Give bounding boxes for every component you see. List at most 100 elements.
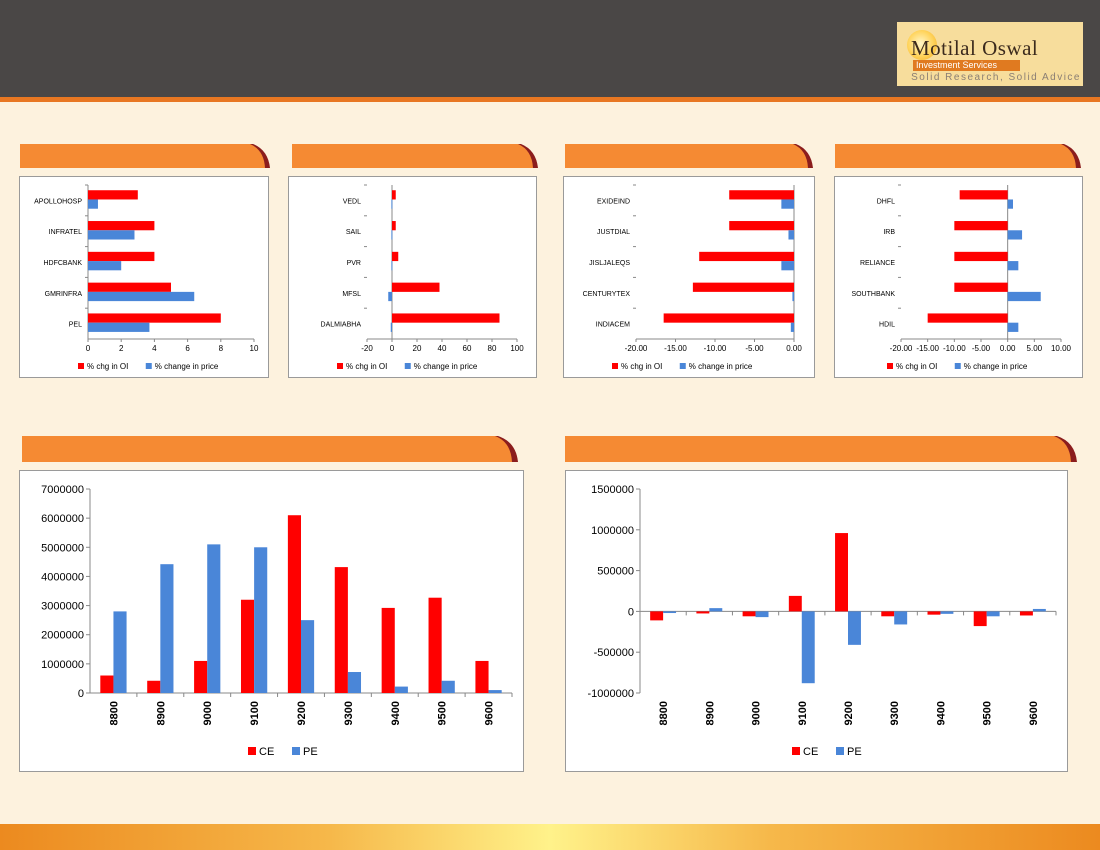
x-tick-label: 10.00 <box>1051 344 1072 353</box>
legend-label: CE <box>259 746 274 758</box>
bar-price-change <box>1007 261 1019 271</box>
category-label: HDFCBANK <box>43 260 82 267</box>
bar-ce <box>194 660 208 693</box>
chart-panel-short-cover: -20 0 20 40 60 80 100 VEDL SAIL PVR MFSL DALMIABHA%… <box>288 176 537 378</box>
bar-oi-change <box>392 221 396 231</box>
strike-label: 8900 <box>155 701 167 725</box>
bar-price-change <box>88 322 150 332</box>
category-label: DALMIABHA <box>321 322 362 329</box>
x-tick-label: 100 <box>510 344 524 353</box>
footer-bar <box>0 824 1100 850</box>
chart-panel-oi-long: 0 2 4 6 8 10 APOLLOHOSP INFRATEL HDFCBANK GMRINFR… <box>19 176 269 378</box>
bar-pe <box>894 611 908 625</box>
bar-oi-change <box>729 190 794 200</box>
bar-ce <box>1019 611 1033 616</box>
bar-pe <box>488 690 502 693</box>
strike-label: 9100 <box>797 701 809 725</box>
category-label: PEL <box>69 322 82 329</box>
y-tick-label: -500000 <box>594 647 634 659</box>
x-tick-label: -5.00 <box>972 344 991 353</box>
brand-logo: Motilal Oswal Investment Services <box>897 22 1083 86</box>
legend-label: % change in price <box>964 362 1028 371</box>
chart-short-cover: -20 0 20 40 60 80 100 VEDL SAIL PVR MFSL DALMIABHA%… <box>321 184 524 371</box>
strike-label: 9300 <box>343 701 355 725</box>
bar-ce <box>650 611 664 621</box>
strike-label: 9600 <box>1028 701 1040 725</box>
category-label: JISLJALEQS <box>589 260 630 267</box>
strike-label: 9500 <box>437 701 449 725</box>
tab-header-6 <box>565 436 1077 462</box>
tab-header-5 <box>22 436 518 462</box>
x-tick-label: 10 <box>250 344 259 353</box>
legend-swatch <box>248 747 256 755</box>
bar-oi-change <box>392 313 500 323</box>
bar-ce <box>788 595 802 612</box>
bar-ce <box>973 611 987 627</box>
bar-pe <box>113 611 127 693</box>
bar-oi-change <box>88 282 171 292</box>
chart-panel-long-unwind: -20.00 -15.00 -10.00 -5.00 0.00 EXIDEIND JUSTD… <box>563 176 815 378</box>
tab-header-3 <box>565 144 813 168</box>
category-label: INFRATEL <box>49 229 82 236</box>
bar-ce <box>696 611 710 614</box>
bar-oi-change <box>88 190 138 200</box>
x-tick-label: 0 <box>86 344 91 353</box>
brand-tagline: Solid Research, Solid Advice <box>911 72 1081 83</box>
category-label: APOLLOHOSP <box>34 198 82 205</box>
bar-price-change <box>1007 199 1013 209</box>
x-tick-label: 20 <box>413 344 422 353</box>
x-tick-label: -10.00 <box>943 344 966 353</box>
chart-long-unwind: -20.00 -15.00 -10.00 -5.00 0.00 EXIDEIND JUSTD… <box>583 184 802 371</box>
tab-header-4 <box>835 144 1081 168</box>
bar-pe <box>207 544 221 693</box>
legend-label: % change in price <box>414 362 478 371</box>
legend-swatch <box>78 363 84 369</box>
bar-oi-change <box>959 190 1008 200</box>
category-label: SOUTHBANK <box>851 291 895 298</box>
x-tick-label: 0.00 <box>786 344 802 353</box>
bar-ce <box>287 515 301 693</box>
tab-header-2 <box>292 144 538 168</box>
chart-panel-oi-distribution: 0 1000000 2000000 3000000 4000000 5000000 6000… <box>19 470 524 772</box>
category-label: GMRINFRA <box>45 291 83 298</box>
y-tick-label: 4000000 <box>41 571 84 583</box>
x-tick-label: -20.00 <box>890 344 913 353</box>
x-tick-label: -15.00 <box>664 344 687 353</box>
bar-price-change <box>391 199 393 209</box>
bar-price-change <box>88 261 122 271</box>
legend-label: % chg in OI <box>896 362 937 371</box>
x-tick-label: 2 <box>119 344 124 353</box>
bar-ce <box>927 611 941 615</box>
strike-label: 9400 <box>390 701 402 725</box>
bar-pe <box>848 611 861 645</box>
tab-header-1 <box>20 144 270 168</box>
bar-price-change <box>88 291 195 302</box>
bar-price-change <box>1007 322 1019 332</box>
y-tick-label: 3000000 <box>41 601 84 613</box>
x-tick-label: 80 <box>488 344 497 353</box>
bar-price-change <box>391 261 393 271</box>
bar-pe <box>160 564 174 693</box>
strike-label: 9000 <box>751 701 763 725</box>
bar-ce <box>742 611 756 617</box>
legend-label: % chg in OI <box>346 362 387 371</box>
bar-ce <box>835 533 848 612</box>
bar-ce <box>240 599 255 693</box>
bar-pe <box>347 672 362 693</box>
bar-ce <box>334 567 348 693</box>
category-label: INDIACEM <box>596 322 630 329</box>
bar-ce <box>475 660 489 693</box>
legend-swatch <box>679 363 686 369</box>
legend-label: CE <box>803 746 818 758</box>
y-tick-label: 5000000 <box>41 542 84 554</box>
strike-label: 8800 <box>108 701 120 725</box>
chart-oi-distribution: 0 1000000 2000000 3000000 4000000 5000000 6000… <box>41 484 513 758</box>
bar-oi-change <box>954 221 1008 231</box>
bar-ce <box>381 607 395 693</box>
x-tick-label: 0.00 <box>1000 344 1016 353</box>
bar-ce <box>881 611 895 617</box>
brand-subtitle: Investment Services <box>913 60 1020 71</box>
chart-oi-long: 0 2 4 6 8 10 APOLLOHOSP INFRATEL HDFCBANK GMRINFR… <box>34 184 259 371</box>
chart-oi-change: -1000000 -500000 0 500000 1000000 1500000 8800… <box>588 484 1057 758</box>
bar-oi-change <box>392 190 396 200</box>
